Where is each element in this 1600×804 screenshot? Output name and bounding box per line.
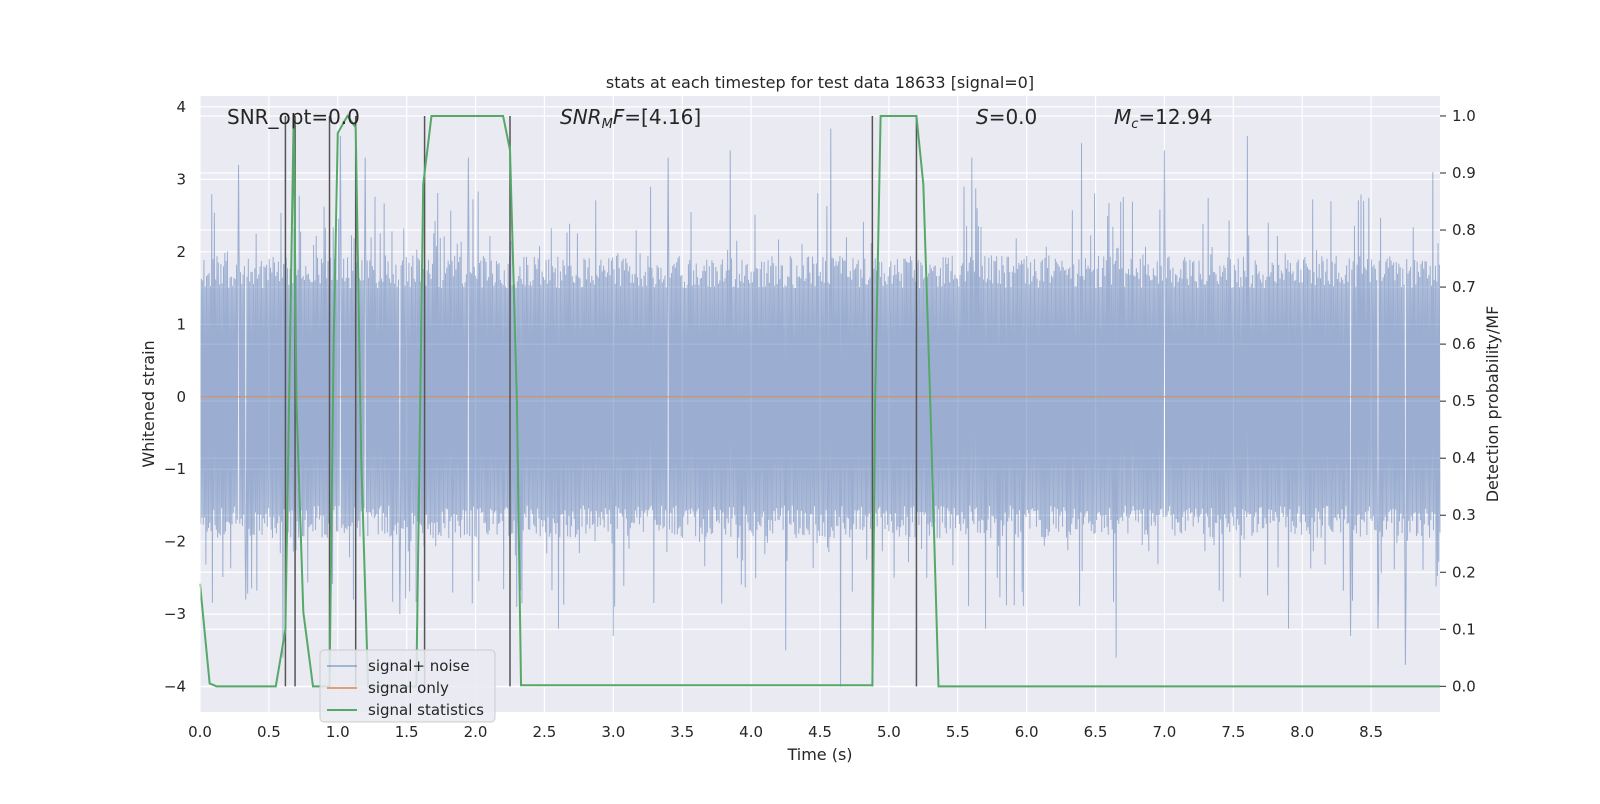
y-tick-labels: −4 −3 −2 −1 0 1 2 3 4 <box>164 98 186 696</box>
y-tick-label: 4 <box>176 98 186 116</box>
x-tick-label: 2.5 <box>533 723 557 741</box>
x-tick-label: 6.0 <box>1015 723 1039 741</box>
x-tick-label: 8.5 <box>1359 723 1383 741</box>
annotation-mc-rest: =12.94 <box>1138 105 1212 129</box>
x-tick-label: 1.0 <box>326 723 350 741</box>
y-tick-label: 1 <box>176 315 186 333</box>
annotation-snr-mf-f: F <box>613 105 625 129</box>
y-right-axis-label: Detection probability/MF <box>1483 306 1502 503</box>
y-right-tick-label: 0.6 <box>1452 335 1476 353</box>
y-right-tick-label: 0.1 <box>1452 620 1476 638</box>
y-right-tick-label: 0.2 <box>1452 563 1476 581</box>
annotation-snr-mf: SNRMF=[4.16] <box>560 105 701 132</box>
annotation-s-main: S <box>976 105 989 129</box>
x-tick-label: 6.5 <box>1084 723 1108 741</box>
legend-items: signal+ noise signal only signal statistic… <box>327 657 484 719</box>
x-tick-label: 7.5 <box>1221 723 1245 741</box>
legend-box <box>319 649 496 723</box>
x-tick-labels: 0.0 0.5 1.0 1.5 2.0 2.5 3.0 3.5 4.0 4.5 5.0 5.5 6.0 6… <box>188 723 1383 741</box>
y-tick-label: 0 <box>176 388 186 406</box>
y-right-tick-label: 0.4 <box>1452 449 1476 467</box>
legend-label: signal+ noise <box>368 657 470 675</box>
x-axis-label: Time (s) <box>786 745 852 764</box>
x-tick-label: 4.0 <box>739 723 763 741</box>
x-tick-label: 1.5 <box>395 723 419 741</box>
noise-series-layer <box>199 128 1441 687</box>
y-right-tick-label: 1.0 <box>1452 107 1476 125</box>
x-tick-label: 5.5 <box>946 723 970 741</box>
y-right-tick-label: 0.9 <box>1452 164 1476 182</box>
y-tick-label: 3 <box>176 170 186 188</box>
y-tick-label: −4 <box>164 678 186 696</box>
legend-label: signal statistics <box>368 701 484 719</box>
annotation-mc: Mc=12.94 <box>1114 105 1212 132</box>
x-tick-label: 3.5 <box>670 723 694 741</box>
x-tick-label: 8.0 <box>1290 723 1314 741</box>
annotation-snr-mf-main: SNR <box>560 105 602 129</box>
annotation-mc-sub: c <box>1131 117 1138 132</box>
y-right-tick-label: 0.0 <box>1452 677 1476 695</box>
legend: signal+ noise signal only signal statistic… <box>319 649 496 723</box>
x-tick-label: 0.5 <box>257 723 281 741</box>
x-tick-label: 4.5 <box>808 723 832 741</box>
annotation-snr-opt: SNR_opt=0.0 <box>227 105 360 129</box>
y-axis-label: Whitened strain <box>139 340 158 467</box>
x-tick-label: 3.0 <box>601 723 625 741</box>
y-right-tick-label: 0.7 <box>1452 278 1476 296</box>
annotation-s-rest: =0.0 <box>989 105 1038 129</box>
y-right-tick-label: 0.5 <box>1452 392 1476 410</box>
y-tick-label: −3 <box>164 605 186 623</box>
annotation-mc-main: M <box>1114 105 1131 129</box>
y-right-tick-labels: 0.0 0.1 0.2 0.3 0.4 0.5 0.6 0.7 0.8 0.9 1.0 <box>1440 107 1476 695</box>
x-tick-label: 5.0 <box>877 723 901 741</box>
x-tick-label: 7.0 <box>1153 723 1177 741</box>
x-tick-label: 0.0 <box>188 723 212 741</box>
legend-label: signal only <box>368 679 449 697</box>
y-right-tick-label: 0.8 <box>1452 221 1476 239</box>
x-tick-label: 2.0 <box>464 723 488 741</box>
y-right-tick-label: 0.3 <box>1452 506 1476 524</box>
series-line-signal-plus-noise <box>199 128 1441 687</box>
chart-title: stats at each timestep for test data 186… <box>606 73 1034 92</box>
y-tick-label: −2 <box>164 533 186 551</box>
annotation-s: S=0.0 <box>976 105 1037 129</box>
annotation-snr-mf-rest: =[4.16] <box>624 105 701 129</box>
annotation-snr-mf-sub: M <box>602 117 613 132</box>
y-tick-label: 2 <box>176 243 186 261</box>
y-tick-label: −1 <box>164 460 186 478</box>
